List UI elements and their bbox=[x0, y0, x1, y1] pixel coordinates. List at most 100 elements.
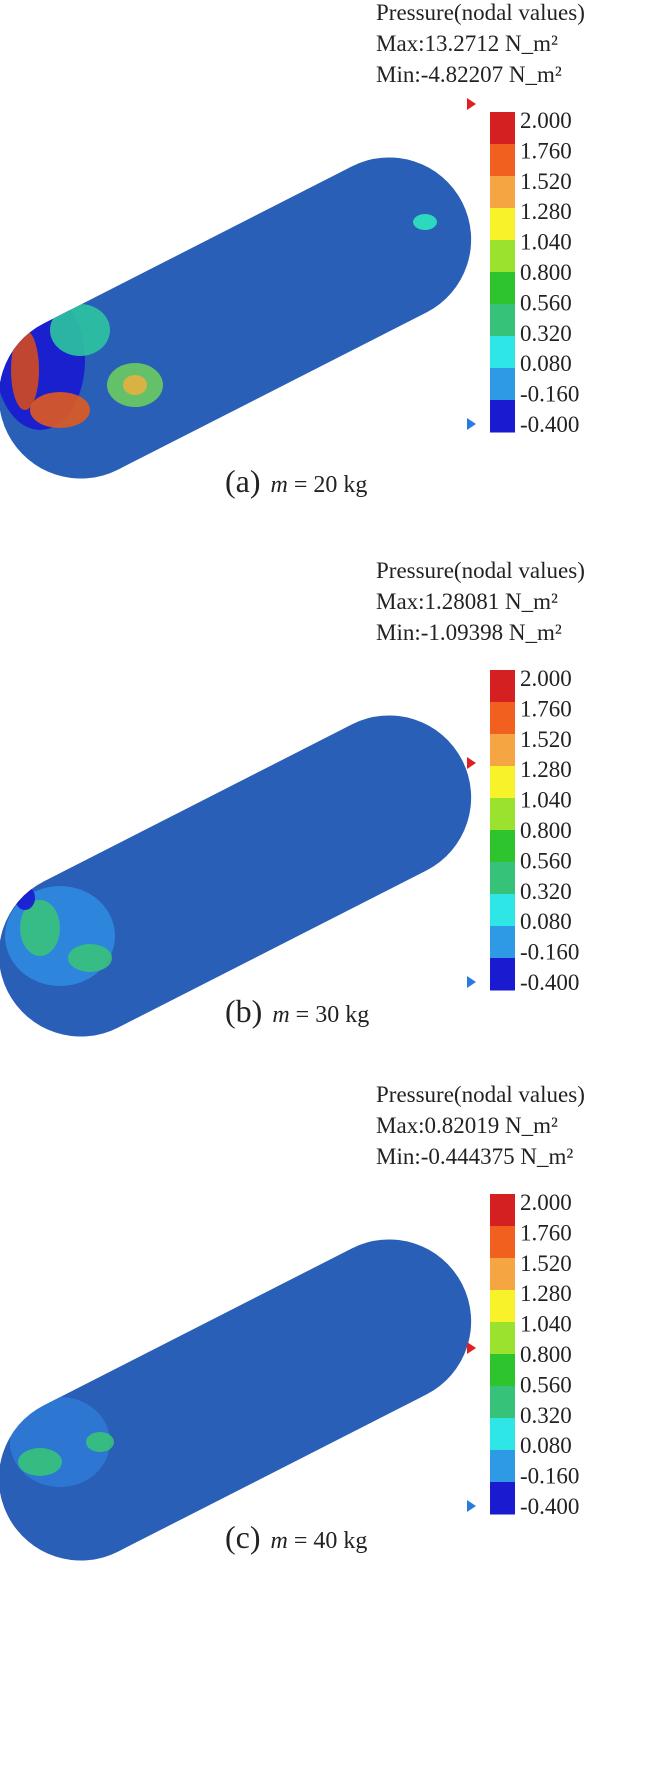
colorbar-label: 0.320 bbox=[520, 879, 572, 904]
panel: Pressure(nodal values) Max:0.82019 N_m² Mi… bbox=[0, 1082, 585, 1561]
colorbar-band bbox=[490, 368, 515, 401]
colorbar-band bbox=[490, 304, 515, 337]
colorbar-band bbox=[490, 1226, 515, 1259]
colorbar-label: 0.800 bbox=[520, 818, 572, 843]
colorbar-label: 1.760 bbox=[520, 138, 572, 163]
colorbar-label: -0.160 bbox=[520, 1464, 579, 1489]
min-marker bbox=[467, 976, 476, 988]
colorbar-label: 0.560 bbox=[520, 1372, 572, 1397]
colorbar-label: 0.320 bbox=[520, 321, 572, 346]
pressure-patch bbox=[123, 375, 147, 395]
pressure-patch bbox=[15, 886, 35, 910]
min-marker bbox=[467, 1500, 476, 1512]
colorbar-band bbox=[490, 1354, 515, 1387]
capsule-body bbox=[0, 715, 472, 1037]
colorbar-label: 0.800 bbox=[520, 1342, 572, 1367]
colorbar-band bbox=[490, 766, 515, 799]
colorbar-band bbox=[490, 1450, 515, 1483]
max-label: Max:0.82019 N_m² bbox=[376, 1113, 558, 1138]
colorbar-band bbox=[490, 1482, 515, 1515]
colorbar-label: 1.040 bbox=[520, 1312, 572, 1337]
pressure-patch bbox=[20, 900, 60, 956]
panel: Pressure(nodal values) Max:1.28081 N_m² Mi… bbox=[0, 558, 585, 1037]
colorbar-band bbox=[490, 1322, 515, 1355]
caption-variable: m bbox=[271, 472, 288, 498]
caption-variable: m bbox=[271, 1528, 288, 1554]
legend-title: Pressure(nodal values) bbox=[376, 558, 585, 583]
pressure-patches bbox=[10, 1397, 114, 1487]
colorbar-band bbox=[490, 1258, 515, 1291]
pressure-patch bbox=[30, 392, 90, 428]
max-marker bbox=[467, 98, 476, 110]
colorbar-label: 0.800 bbox=[520, 260, 572, 285]
pressure-patch bbox=[413, 214, 437, 230]
pressure-patch bbox=[11, 330, 39, 410]
colorbar-band bbox=[490, 702, 515, 735]
colorbar-label: 1.040 bbox=[520, 230, 572, 255]
max-marker bbox=[467, 757, 476, 769]
colorbar-label: 1.520 bbox=[520, 169, 572, 194]
capsule bbox=[0, 715, 472, 1037]
colorbar-band bbox=[490, 240, 515, 273]
pressure-patch bbox=[18, 1448, 62, 1476]
colorbar-band bbox=[490, 862, 515, 895]
pressure-patches bbox=[0, 214, 437, 430]
colorbar-label: 0.080 bbox=[520, 351, 572, 376]
caption-label: (b) bbox=[225, 993, 262, 1029]
colorbar-label: -0.160 bbox=[520, 382, 579, 407]
colorbar-band bbox=[490, 734, 515, 767]
caption-text: = 40 kg bbox=[294, 1528, 368, 1554]
max-marker bbox=[467, 1342, 476, 1354]
min-label: Min:-4.82207 N_m² bbox=[376, 62, 562, 87]
colorbar-label: 0.560 bbox=[520, 848, 572, 873]
colorbar-label: -0.400 bbox=[520, 412, 579, 437]
caption-variable: m bbox=[272, 1002, 289, 1028]
colorbar-band bbox=[490, 830, 515, 863]
pressure-patch bbox=[50, 304, 110, 356]
colorbar-band bbox=[490, 958, 515, 991]
caption: (b) m = 30 kg bbox=[225, 993, 369, 1029]
colorbar-band bbox=[490, 1194, 515, 1227]
colorbar-band bbox=[490, 926, 515, 959]
colorbar-label: -0.160 bbox=[520, 940, 579, 965]
caption: (c) m = 40 kg bbox=[225, 1519, 367, 1555]
caption-label: (c) bbox=[225, 1519, 261, 1555]
colorbar-label: 1.520 bbox=[520, 1251, 572, 1276]
colorbar-label: 1.520 bbox=[520, 727, 572, 752]
colorbar-band bbox=[490, 336, 515, 369]
colorbar-band bbox=[490, 1386, 515, 1419]
colorbar-band bbox=[490, 112, 515, 145]
pressure-patch bbox=[86, 1432, 114, 1452]
colorbar-label: 0.560 bbox=[520, 290, 572, 315]
colorbar-band bbox=[490, 798, 515, 831]
colorbar-label: 0.080 bbox=[520, 1433, 572, 1458]
colorbar-band bbox=[490, 144, 515, 177]
min-label: Min:-1.09398 N_m² bbox=[376, 620, 562, 645]
caption-text: = 20 kg bbox=[294, 472, 368, 498]
min-label: Min:-0.444375 N_m² bbox=[376, 1144, 573, 1169]
min-marker bbox=[467, 418, 476, 430]
colorbar-label: 2.000 bbox=[520, 1190, 572, 1215]
colorbar-band bbox=[490, 272, 515, 305]
pressure-patches bbox=[5, 886, 115, 986]
colorbar-label: 2.000 bbox=[520, 666, 572, 691]
legend-title: Pressure(nodal values) bbox=[376, 0, 585, 25]
pressure-patch bbox=[68, 944, 112, 972]
caption-label: (a) bbox=[225, 463, 261, 499]
colorbar-label: 1.040 bbox=[520, 788, 572, 813]
max-label: Max:1.28081 N_m² bbox=[376, 589, 558, 614]
caption: (a) m = 20 kg bbox=[225, 463, 367, 499]
colorbar-band bbox=[490, 400, 515, 433]
caption-text: = 30 kg bbox=[296, 1002, 370, 1028]
colorbar-label: 1.280 bbox=[520, 199, 572, 224]
max-label: Max:13.2712 N_m² bbox=[376, 31, 558, 56]
capsule bbox=[0, 1239, 472, 1561]
colorbar-label: 2.000 bbox=[520, 108, 572, 133]
colorbar-label: 1.760 bbox=[520, 1220, 572, 1245]
colorbar-band bbox=[490, 1418, 515, 1451]
colorbar-band bbox=[490, 894, 515, 927]
colorbar-label: 1.760 bbox=[520, 696, 572, 721]
colorbar-label: -0.400 bbox=[520, 970, 579, 995]
legend-title: Pressure(nodal values) bbox=[376, 1082, 585, 1107]
